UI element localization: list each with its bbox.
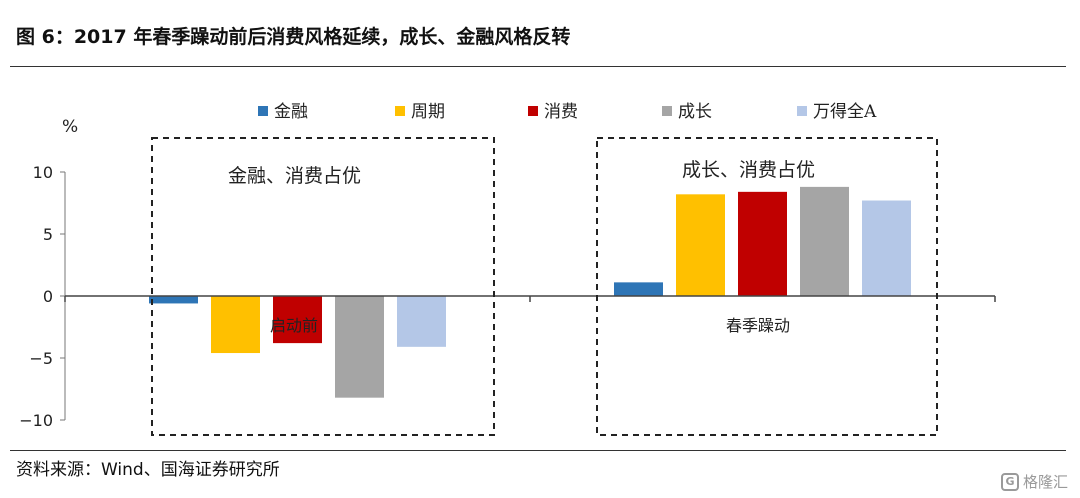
y-tick-label: −5 [29, 349, 53, 368]
y-tick-label: −10 [19, 411, 53, 430]
y-tick-label: 10 [33, 163, 53, 182]
legend-swatch-万得全A [797, 106, 807, 116]
bar-消费-春季躁动 [738, 191, 787, 296]
legend-label-万得全A: 万得全A [813, 102, 877, 122]
legend-label-成长: 成长 [678, 102, 712, 122]
source-divider [10, 450, 1066, 451]
y-axis-ticks: 10 5 0 −5 −10 [19, 163, 65, 430]
y-unit-label: % [62, 117, 78, 137]
bar-万得全A-春季躁动 [862, 200, 911, 296]
title-divider [10, 66, 1066, 67]
legend-label-金融: 金融 [274, 102, 308, 122]
legend-label-周期: 周期 [411, 102, 445, 122]
source-note: 资料来源：Wind、国海证券研究所 [16, 460, 280, 480]
chart-title: 图 6：2017 年春季躁动前后消费风格延续，成长、金融风格反转 [16, 26, 571, 48]
bar-消费-启动前 [273, 296, 322, 344]
bar-周期-启动前 [211, 296, 260, 354]
category-label-before: 启动前 [270, 316, 318, 335]
watermark-text: 格隆汇 [1022, 473, 1068, 491]
legend-swatch-成长 [662, 106, 672, 116]
bar-周期-春季躁动 [676, 194, 725, 296]
legend-swatch-金融 [258, 106, 268, 116]
bars [149, 186, 911, 398]
bar-成长-启动前 [335, 296, 384, 398]
watermark-logo-icon: G [1000, 472, 1019, 491]
bar-万得全A-启动前 [397, 296, 446, 347]
legend-label-消费: 消费 [544, 102, 578, 122]
annotation-box-rally [596, 137, 938, 436]
category-label-rally: 春季躁动 [726, 316, 790, 335]
annotation-rally: 成长、消费占优 [682, 159, 815, 181]
watermark: G 格隆汇 [1000, 471, 1068, 492]
y-tick-label: 0 [43, 287, 53, 306]
legend: 金融 周期 消费 成长 万得全A [258, 102, 877, 122]
bar-金融-春季躁动 [614, 282, 663, 296]
bar-成长-春季躁动 [800, 186, 849, 296]
x-axis-ticks [64, 296, 996, 302]
bar-金融-启动前 [149, 296, 198, 304]
annotation-before: 金融、消费占优 [228, 165, 361, 187]
legend-swatch-消费 [528, 106, 538, 116]
y-tick-label: 5 [43, 225, 53, 244]
legend-swatch-周期 [395, 106, 405, 116]
annotation-box-before [151, 137, 495, 436]
